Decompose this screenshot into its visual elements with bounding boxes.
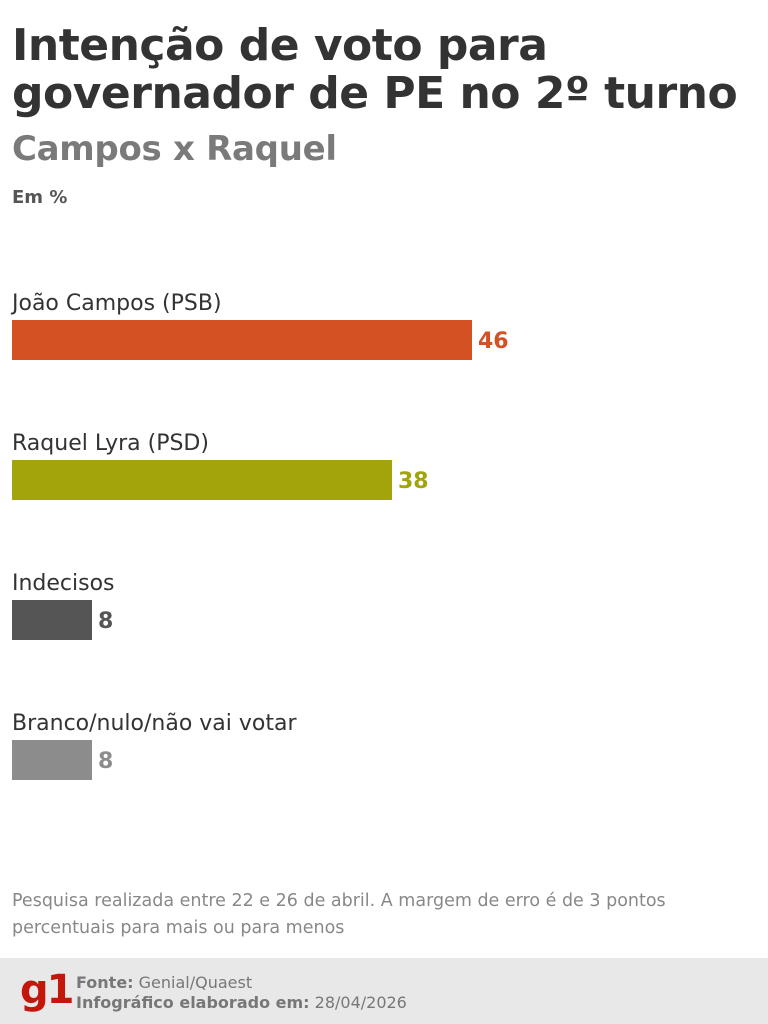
bar (12, 740, 92, 780)
category-label: Raquel Lyra (PSD) (12, 431, 209, 456)
g1-logo: g1 (20, 967, 74, 1013)
source-label: Fonte: (76, 973, 134, 992)
value-label: 8 (98, 609, 113, 634)
chart-subtitle: Campos x Raquel (12, 129, 337, 169)
source-line: Fonte: Genial/Quaest (76, 973, 407, 993)
bar (12, 320, 472, 360)
credit-value: 28/04/2026 (314, 993, 407, 1012)
bar (12, 600, 92, 640)
footer-credits: Fonte: Genial/Quaest Infográfico elabora… (76, 973, 407, 1013)
unit-label: Em % (12, 187, 68, 208)
footer: g1 Fonte: Genial/Quaest Infográfico elab… (0, 958, 768, 1024)
methodology-note: Pesquisa realizada entre 22 e 26 de abri… (12, 891, 666, 938)
bar (12, 460, 392, 500)
category-label: João Campos (PSB) (10, 291, 222, 316)
category-label: Branco/nulo/não vai votar (12, 711, 297, 736)
bar-chart: João Campos (PSB) 46 Raquel Lyra (PSD) 38 In… (10, 291, 509, 780)
category-label: Indecisos (12, 571, 115, 596)
credit-label: Infográfico elaborado em: (76, 993, 310, 1012)
chart-title: Intenção de voto para governador de PE n… (12, 20, 738, 119)
value-label: 38 (398, 469, 429, 494)
value-label: 8 (98, 749, 113, 774)
source-value: Genial/Quaest (138, 973, 253, 992)
credit-line: Infográfico elaborado em: 28/04/2026 (76, 993, 407, 1013)
value-label: 46 (478, 329, 509, 354)
